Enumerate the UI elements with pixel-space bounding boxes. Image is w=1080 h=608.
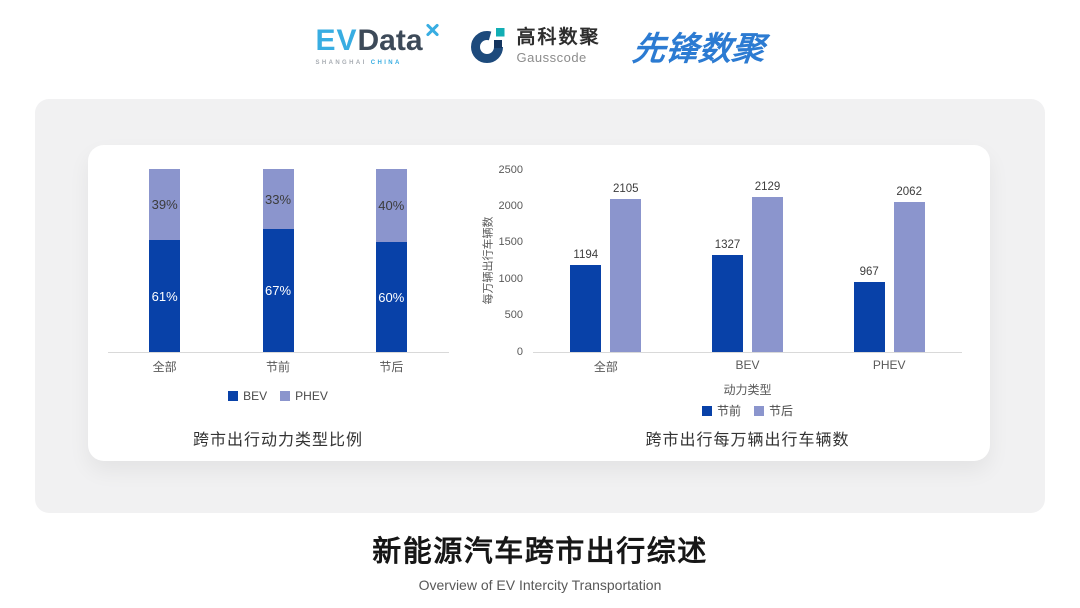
bar-segment-bev: 67%	[262, 229, 294, 352]
gausscode-mark-icon	[470, 28, 505, 63]
x-axis-title: 动力类型	[723, 383, 772, 397]
bar-value-label: 39%	[151, 197, 178, 212]
x-axis-line	[533, 352, 962, 353]
y-tick-label: 1000	[498, 272, 523, 285]
bar-value-label: 67%	[264, 283, 292, 298]
grouped-bar	[893, 202, 925, 352]
legend-label: 节后	[769, 404, 794, 418]
page-subtitle: Overview of EV Intercity Transportation	[418, 577, 662, 593]
y-tick-label: 2000	[498, 199, 523, 212]
chart-legend: 节前 节后	[535, 402, 960, 419]
chart-power-type-ratio: 39% 61% 33% 67% 40% 60% 全部 节前 节后 BEV PHEV 跨市出行动力…	[108, 145, 449, 461]
y-tick-label: 1500	[498, 236, 523, 249]
bar-value-label: 967	[859, 266, 879, 278]
grouped-bar	[570, 265, 602, 352]
bar-value-label: 2129	[754, 181, 781, 193]
grouped-bar	[712, 255, 743, 352]
x-category-label: BEV	[735, 358, 760, 372]
bar-value-label: 33%	[264, 191, 292, 207]
x-axis-line	[108, 352, 449, 353]
gausscode-name-en: Gausscode	[516, 49, 587, 65]
evdata-shanghai-text: SHANGHAI	[315, 60, 367, 66]
gausscode-wordmark: 高科数聚 Gausscode	[517, 27, 601, 65]
evdata-data-text: Data	[357, 24, 423, 57]
legend-label: 节前	[716, 404, 741, 418]
bar-segment-phev: 39%	[149, 169, 181, 240]
legend-swatch	[280, 391, 291, 401]
stacked-bar: 39% 61%	[149, 169, 181, 352]
pioneer-logo-text: 先锋数聚	[630, 30, 767, 67]
bar-value-label: 40%	[378, 198, 405, 213]
grouped-bar	[752, 197, 783, 352]
report-card: 39% 61% 33% 67% 40% 60% 全部 节前 节后 BEV PHEV 跨市出行动力…	[35, 99, 1045, 513]
evdata-wordmark: EVData	[315, 23, 439, 57]
x-category-label: 节前	[265, 360, 290, 374]
grouped-bar	[610, 199, 642, 352]
legend-item: 节后	[754, 402, 793, 419]
y-axis-title: 每万辆出行车辆数	[482, 216, 495, 305]
gausscode-logo: 高科数聚 Gausscode	[470, 26, 601, 66]
chart-trips-per-10k: 0 500 1000 1500 2000 2500 每万辆出行车辆数 1194 1327 96…	[428, 145, 990, 461]
stacked-bar: 33% 67%	[262, 169, 294, 352]
x-category-labels: 全部 节前 节后	[108, 358, 448, 375]
bar-segment-bev: 60%	[375, 242, 407, 352]
grouped-bar-plot: 1194 1327 967 2105 2129 2062	[535, 170, 960, 352]
bar-value-label: 61%	[151, 288, 178, 304]
legend-swatch	[754, 405, 764, 416]
page-title: 新能源汽车跨市出行综述	[372, 536, 708, 568]
bar-value-label: 60%	[378, 289, 405, 305]
stacked-bar: 40% 60%	[375, 169, 407, 352]
evdata-logo: EVData SHANGHAI CHINA	[315, 23, 439, 66]
x-category-label: 全部	[152, 360, 177, 374]
y-tick-label: 2500	[498, 163, 523, 176]
x-category-label: PHEV	[872, 358, 906, 372]
bar-segment-phev: 33%	[262, 169, 294, 229]
legend-label: PHEV	[295, 389, 328, 403]
logo-row: EVData SHANGHAI CHINA 高科数聚 Gausscode 先锋数…	[0, 22, 1080, 70]
legend-swatch	[701, 405, 712, 416]
x-category-label: 全部	[593, 360, 618, 374]
x-category-labels: 全部 BEV PHEV	[535, 358, 960, 375]
charts-panel: 39% 61% 33% 67% 40% 60% 全部 节前 节后 BEV PHEV 跨市出行动力…	[88, 145, 990, 461]
x-category-label: 节后	[379, 360, 404, 374]
pioneer-logo: 先锋数聚	[630, 22, 767, 70]
evdata-china-text: CHINA	[370, 60, 402, 66]
chart-title: 跨市出行每万辆出行车辆数	[645, 432, 850, 449]
footer: 新能源汽车跨市出行综述 Overview of EV Intercity Tra…	[0, 528, 1080, 593]
y-tick-label: 500	[504, 309, 523, 322]
bar-segment-bev: 61%	[149, 240, 181, 352]
legend-item: PHEV	[280, 389, 328, 403]
bar-value-label: 2105	[613, 183, 639, 195]
evdata-ev-text: EV	[315, 24, 358, 57]
bar-value-label: 1194	[573, 249, 599, 261]
stacked-bar-plot: 39% 61% 33% 67% 40% 60%	[108, 169, 448, 352]
legend-item: 节前	[701, 402, 741, 419]
grouped-bar	[853, 282, 885, 352]
bar-segment-phev: 40%	[375, 169, 407, 242]
chart-legend: BEV PHEV	[108, 389, 448, 403]
evdata-tagline: SHANGHAI CHINA	[315, 60, 438, 66]
chart-title: 跨市出行动力类型比例	[192, 432, 363, 449]
bar-value-label: 1327	[714, 239, 741, 251]
gausscode-name-cn: 高科数聚	[516, 27, 601, 49]
legend-label: BEV	[243, 389, 268, 403]
bar-value-label: 2062	[896, 186, 922, 198]
legend-item: BEV	[228, 389, 267, 403]
legend-swatch	[228, 391, 239, 401]
evdata-sparkle-icon	[424, 22, 440, 38]
y-tick-label: 0	[516, 345, 523, 358]
